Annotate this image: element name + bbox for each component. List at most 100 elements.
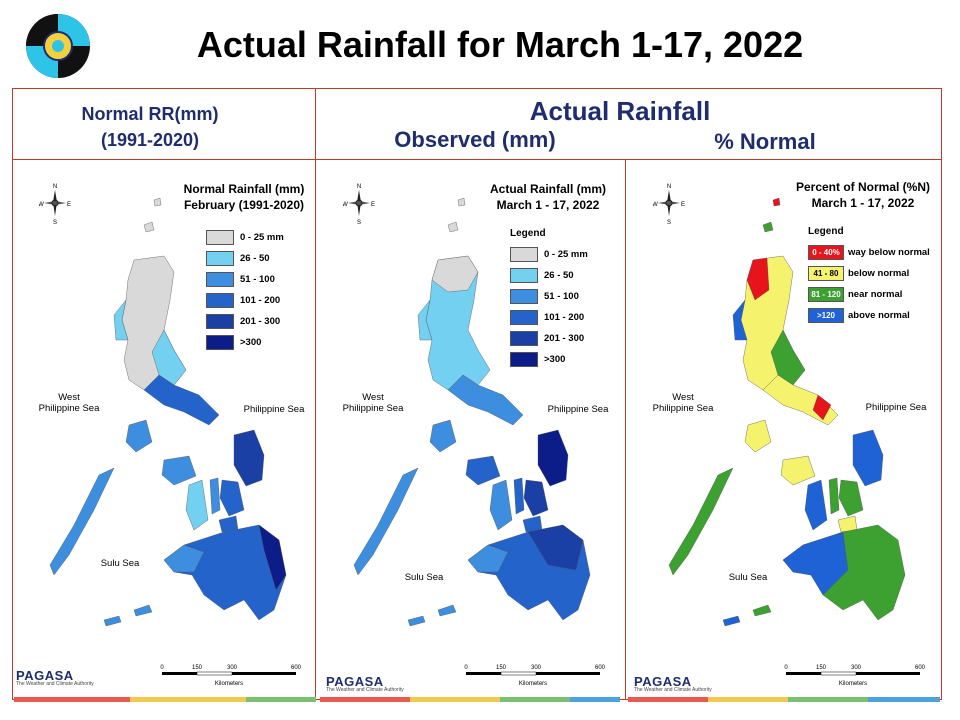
legend-item: 51 - 100 bbox=[510, 287, 620, 308]
percent-normal-header: % Normal bbox=[714, 129, 816, 154]
sea-label-west-line1: West bbox=[672, 392, 694, 403]
pagasa-brand: PAGASA bbox=[16, 668, 74, 683]
legend-label: 51 - 100 bbox=[544, 291, 579, 302]
panel-normal: N S W E Normal Rainfall (mm) February (1… bbox=[14, 160, 314, 690]
sea-label-west-line2: Philippine Sea bbox=[38, 403, 100, 414]
pagasa-tagline: The Weather and Climate Authority bbox=[326, 687, 404, 693]
legend-swatch bbox=[510, 247, 538, 262]
compass-icon: N S W E bbox=[39, 184, 71, 224]
sea-label-east: Philippine Sea bbox=[547, 404, 609, 415]
legend-swatch bbox=[510, 352, 538, 367]
sea-label-east: Philippine Sea bbox=[243, 404, 305, 415]
svg-text:600: 600 bbox=[291, 665, 302, 671]
legend-swatch bbox=[206, 272, 234, 287]
legend-label: 101 - 200 bbox=[544, 312, 585, 323]
scale-bar-actual: 0 150 300 600 Kilometers bbox=[464, 665, 606, 687]
legend-normal: 0 - 25 mm 26 - 50 51 - 100 101 - 200 201… bbox=[206, 228, 316, 354]
legend-item: >300 bbox=[206, 333, 316, 354]
legend-swatch bbox=[510, 268, 538, 283]
svg-text:N: N bbox=[667, 184, 671, 190]
normal-header-line2: (1991-2020) bbox=[100, 130, 200, 150]
pagasa-logo bbox=[26, 14, 90, 78]
footer-bar-yellow-3 bbox=[708, 697, 788, 702]
legend-item: 201 - 300 bbox=[510, 329, 620, 350]
sea-label-west-line2: Philippine Sea bbox=[652, 403, 714, 414]
sea-label-west: West Philippine Sea bbox=[338, 392, 408, 414]
footer-bar-yellow-2 bbox=[410, 697, 500, 702]
svg-text:0: 0 bbox=[784, 665, 788, 671]
svg-text:S: S bbox=[357, 220, 361, 224]
svg-text:300: 300 bbox=[227, 665, 238, 671]
svg-text:0: 0 bbox=[464, 665, 468, 671]
legend-swatch bbox=[206, 293, 234, 308]
actual-rainfall-header: Actual Rainfall bbox=[529, 96, 711, 126]
footer-bar-green-3 bbox=[788, 697, 868, 702]
legend-label: 101 - 200 bbox=[240, 295, 281, 306]
svg-text:300: 300 bbox=[851, 665, 862, 671]
legend-swatch bbox=[510, 310, 538, 325]
legend-actual: Legend 0 - 25 mm 26 - 50 51 - 100 101 - … bbox=[510, 228, 620, 371]
svg-text:150: 150 bbox=[192, 665, 203, 671]
footer-bar-green-2 bbox=[500, 697, 570, 702]
panel-normal-title1: Normal Rainfall (mm) bbox=[183, 182, 305, 196]
panel-actual: N S W E Actual Rainfall (mm) March 1 - 1… bbox=[318, 160, 618, 690]
svg-text:E: E bbox=[681, 202, 685, 208]
footer-bar-yellow bbox=[130, 697, 246, 702]
compass-s: S bbox=[53, 220, 57, 224]
legend-swatch bbox=[206, 335, 234, 350]
scale-bar-percent: 0 150 300 600 Kilometers bbox=[784, 665, 925, 687]
footer-bar-red-2 bbox=[320, 697, 410, 702]
column-divider-2 bbox=[625, 159, 626, 699]
sea-label-west: West Philippine Sea bbox=[34, 392, 104, 414]
legend-item: 101 - 200 bbox=[206, 291, 316, 312]
svg-text:W: W bbox=[343, 202, 348, 208]
legend-title: Legend bbox=[808, 226, 844, 237]
svg-text:150: 150 bbox=[496, 665, 507, 671]
pagasa-brand: PAGASA bbox=[326, 674, 384, 689]
legend-label: 201 - 300 bbox=[240, 316, 281, 327]
legend-item: 81 - 120 near normal bbox=[808, 285, 940, 306]
legend-title: Legend bbox=[510, 228, 546, 239]
legend-swatch bbox=[510, 289, 538, 304]
legend-item: 26 - 50 bbox=[206, 249, 316, 270]
svg-text:150: 150 bbox=[816, 665, 827, 671]
legend-swatch bbox=[206, 251, 234, 266]
legend-swatch bbox=[206, 230, 234, 245]
legend-label: 26 - 50 bbox=[544, 270, 574, 281]
legend-swatch: 0 - 40% bbox=[808, 245, 844, 260]
svg-text:Kilometers: Kilometers bbox=[839, 681, 867, 687]
header-divider bbox=[13, 159, 941, 160]
compass-icon: N S W E bbox=[653, 184, 685, 224]
legend-label: near normal bbox=[848, 289, 903, 300]
svg-text:S: S bbox=[667, 220, 671, 224]
legend-label: >300 bbox=[240, 337, 262, 348]
panel-percent-title2: March 1 - 17, 2022 bbox=[811, 196, 915, 210]
legend-item: 0 - 40% way below normal bbox=[808, 243, 940, 264]
scale-bar-normal: 0 150 300 600 Kilometers bbox=[160, 665, 302, 687]
footer-bar-red bbox=[14, 697, 130, 702]
legend-label: 51 - 100 bbox=[240, 274, 275, 285]
sea-label-east: Philippine Sea bbox=[865, 402, 927, 413]
svg-text:Kilometers: Kilometers bbox=[215, 681, 243, 687]
legend-label: above normal bbox=[848, 310, 910, 321]
legend-label: 26 - 50 bbox=[240, 253, 270, 264]
legend-label: 0 - 25 mm bbox=[544, 249, 588, 260]
sea-label-sulu: Sulu Sea bbox=[728, 572, 768, 583]
map-actual bbox=[353, 197, 591, 627]
panel-percent: N S W E Percent of Normal (%N) March 1 -… bbox=[628, 160, 940, 690]
panel-actual-title1: Actual Rainfall (mm) bbox=[489, 182, 606, 196]
sea-label-sulu: Sulu Sea bbox=[100, 558, 140, 569]
footer-bar-red-3 bbox=[628, 697, 708, 702]
pagasa-brand: PAGASA bbox=[634, 674, 692, 689]
slide-title: Actual Rainfall for March 1-17, 2022 bbox=[196, 24, 804, 65]
sea-label-west-line1: West bbox=[362, 392, 384, 403]
svg-text:600: 600 bbox=[595, 665, 606, 671]
sea-label-west-line1: West bbox=[58, 392, 80, 403]
legend-swatch bbox=[206, 314, 234, 329]
svg-text:300: 300 bbox=[531, 665, 542, 671]
compass-w: W bbox=[39, 202, 44, 208]
legend-item: 41 - 80 below normal bbox=[808, 264, 940, 285]
panel-actual-title2: March 1 - 17, 2022 bbox=[496, 198, 600, 212]
footer-bar-green bbox=[246, 697, 316, 702]
map-normal bbox=[49, 197, 287, 627]
